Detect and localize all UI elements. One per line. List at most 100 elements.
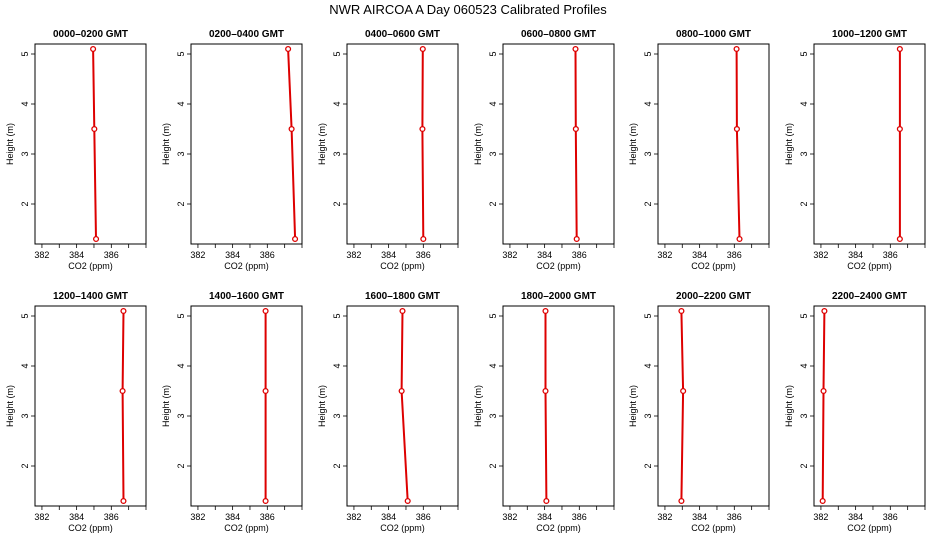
data-point (285, 45, 292, 53)
data-point (542, 307, 549, 315)
x-axis-label: CO2 (ppm) (847, 523, 892, 533)
panel-6: 1000–1200 GMT 382 384 386 2 3 4 5 CO2 (ppm) Heigh… (784, 29, 926, 271)
y-tick-label: 2 (176, 201, 186, 206)
profile-line (400, 310, 409, 502)
x-tick-label: 386 (104, 250, 119, 260)
data-point (91, 125, 98, 133)
y-axis-label: Height (m) (784, 123, 794, 165)
y-tick-label: 5 (643, 313, 653, 318)
x-tick-label: 386 (416, 512, 431, 522)
x-tick-label: 382 (657, 250, 672, 260)
data-point (398, 387, 405, 395)
x-tick-label: 382 (346, 512, 361, 522)
y-tick-label: 3 (799, 413, 809, 418)
panel-title: 1600–1800 GMT (365, 291, 440, 302)
y-tick-label: 5 (488, 313, 498, 318)
plot-frame (657, 305, 770, 507)
profile-line (735, 48, 741, 240)
data-point (262, 387, 269, 395)
x-axis-label: CO2 (ppm) (536, 523, 581, 533)
data-point (573, 235, 580, 243)
x-tick-label: 382 (190, 512, 205, 522)
x-tick-label: 386 (883, 512, 898, 522)
profile-line (821, 310, 826, 502)
y-tick-label: 5 (643, 51, 653, 56)
panel-title: 1200–1400 GMT (53, 291, 128, 302)
y-tick-label: 5 (176, 51, 186, 56)
data-point (419, 45, 426, 53)
x-tick-label: 384 (692, 250, 707, 260)
data-point (896, 125, 903, 133)
y-tick-label: 5 (799, 313, 809, 318)
data-point (90, 45, 97, 53)
panel-10: 1800–2000 GMT 382 384 386 2 3 4 5 CO2 (ppm) Heigh… (473, 291, 615, 533)
plot-frame (190, 305, 303, 507)
profile-line (287, 48, 297, 240)
panel-11: 2000–2200 GMT 382 384 386 2 3 4 5 CO2 (ppm) Heigh… (628, 291, 770, 533)
panel-title: 0800–1000 GMT (676, 29, 751, 40)
data-point (896, 45, 903, 53)
profile-line (421, 48, 425, 240)
y-tick-label: 2 (20, 201, 30, 206)
y-tick-label: 4 (643, 101, 653, 106)
x-tick-label: 386 (572, 250, 587, 260)
x-axis-label: CO2 (ppm) (691, 523, 736, 533)
x-tick-label: 384 (225, 250, 240, 260)
x-tick-label: 384 (381, 250, 396, 260)
y-axis-label: Height (m) (5, 385, 15, 427)
plot-frame (190, 43, 303, 245)
x-tick-label: 382 (34, 512, 49, 522)
panel-title: 2000–2200 GMT (676, 291, 751, 302)
x-tick-label: 384 (537, 250, 552, 260)
y-tick-label: 4 (332, 363, 342, 368)
x-tick-label: 382 (346, 250, 361, 260)
y-tick-label: 2 (799, 463, 809, 468)
x-tick-label: 386 (260, 250, 275, 260)
x-tick-label: 384 (537, 512, 552, 522)
y-tick-label: 5 (488, 51, 498, 56)
y-tick-label: 3 (643, 413, 653, 418)
data-point (399, 307, 406, 315)
data-point (120, 497, 127, 505)
plot-frame (813, 43, 926, 245)
y-tick-label: 5 (332, 313, 342, 318)
x-axis-label: CO2 (ppm) (691, 261, 736, 271)
data-point (419, 125, 426, 133)
page-title: NWR AIRCOA A Day 060523 Calibrated Profi… (329, 2, 607, 17)
y-tick-label: 4 (332, 101, 342, 106)
y-tick-label: 3 (176, 413, 186, 418)
y-tick-label: 5 (332, 51, 342, 56)
y-tick-label: 2 (488, 201, 498, 206)
y-tick-label: 3 (176, 151, 186, 156)
panel-title: 1000–1200 GMT (832, 29, 907, 40)
x-tick-label: 382 (190, 250, 205, 260)
y-tick-label: 2 (643, 463, 653, 468)
data-point (819, 497, 826, 505)
panel-5: 0800–1000 GMT 382 384 386 2 3 4 5 CO2 (ppm) Heigh… (628, 29, 770, 271)
x-axis-label: CO2 (ppm) (847, 261, 892, 271)
panel-3: 0400–0600 GMT 382 384 386 2 3 4 5 CO2 (ppm) Heigh… (317, 29, 459, 271)
x-tick-label: 384 (692, 512, 707, 522)
panel-7: 1200–1400 GMT 382 384 386 2 3 4 5 CO2 (ppm) Heigh… (5, 291, 147, 533)
data-point (896, 235, 903, 243)
panel-title: 2200–2400 GMT (832, 291, 907, 302)
data-point (820, 387, 827, 395)
y-tick-label: 3 (20, 413, 30, 418)
plot-frame (346, 43, 459, 245)
y-axis-label: Height (m) (161, 385, 171, 427)
y-tick-label: 3 (799, 151, 809, 156)
panel-8: 1400–1600 GMT 382 384 386 2 3 4 5 CO2 (ppm) Heigh… (161, 291, 303, 533)
y-tick-label: 5 (799, 51, 809, 56)
x-tick-label: 386 (883, 250, 898, 260)
panel-title: 0200–0400 GMT (209, 29, 284, 40)
y-tick-label: 3 (20, 151, 30, 156)
plot-frame (813, 305, 926, 507)
panel-4: 0600–0800 GMT 382 384 386 2 3 4 5 CO2 (ppm) Heigh… (473, 29, 615, 271)
y-tick-label: 5 (20, 313, 30, 318)
x-tick-label: 386 (727, 512, 742, 522)
plot-frame (657, 43, 770, 245)
data-point (543, 497, 550, 505)
y-tick-label: 2 (332, 201, 342, 206)
y-tick-label: 2 (643, 201, 653, 206)
